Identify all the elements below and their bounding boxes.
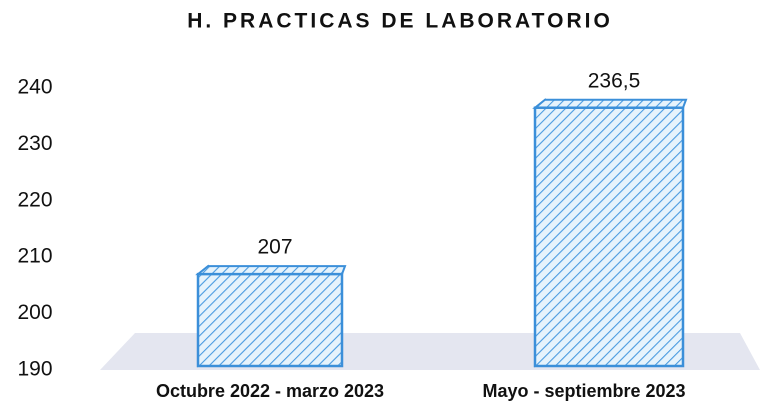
y-tick-label: 220 bbox=[17, 188, 52, 211]
y-tick-label: 190 bbox=[17, 358, 52, 381]
value-label: 236,5 bbox=[588, 69, 641, 92]
y-tick-label: 230 bbox=[17, 132, 52, 155]
x-tick-label: Octubre 2022 - marzo 2023 bbox=[156, 381, 384, 401]
y-tick-label: 240 bbox=[17, 76, 52, 99]
bar bbox=[533, 106, 685, 368]
y-tick-label: 210 bbox=[17, 245, 52, 268]
chart-title: H. PRACTICAS DE LABORATORIO bbox=[187, 10, 613, 33]
y-tick-label: 200 bbox=[17, 301, 52, 324]
value-label: 207 bbox=[257, 236, 292, 259]
x-tick-label: Mayo - septiembre 2023 bbox=[482, 381, 685, 401]
bar bbox=[196, 272, 344, 368]
